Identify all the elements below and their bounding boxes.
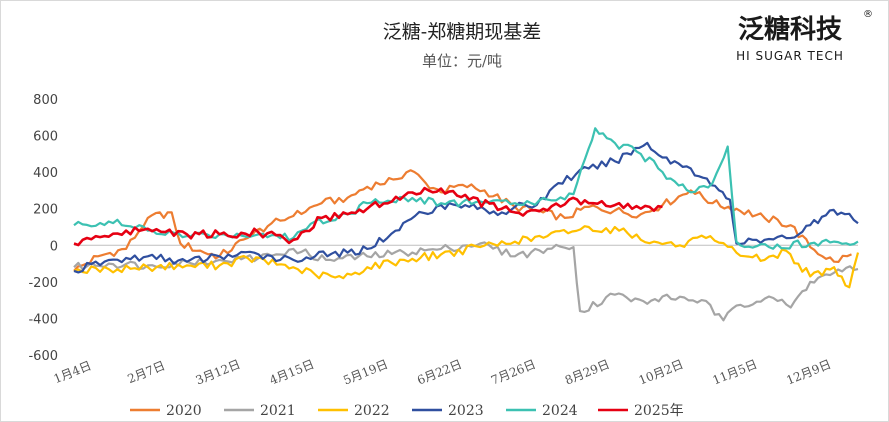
y-axis: 800 600 400 200 0 -200 -400 -600 <box>28 93 58 364</box>
series-line-2025年 <box>73 186 663 247</box>
legend-label: 2021 <box>260 403 296 419</box>
y-tick-label: 400 <box>33 166 58 181</box>
logo-wordmark: 泛糖科技 <box>738 14 842 45</box>
chart-subtitle: 单位：元/吨 <box>422 52 502 70</box>
legend: 2020 2021 2022 2023 2024 2025年 <box>130 403 684 419</box>
series-line-2020 <box>73 169 852 272</box>
legend-label: 2020 <box>166 403 202 419</box>
logo-registered-mark: ® <box>863 9 873 20</box>
y-tick-label: -200 <box>28 276 58 291</box>
y-tick-label: 0 <box>50 239 58 254</box>
series-line-2024 <box>73 127 859 250</box>
legend-label: 2025年 <box>634 403 684 419</box>
logo-subtitle: HI SUGAR TECH <box>736 49 844 63</box>
chart-title: 泛糖-郑糖期现基差 <box>383 21 541 43</box>
y-tick-label: -400 <box>28 312 58 327</box>
legend-label: 2022 <box>354 403 390 419</box>
y-tick-label: 800 <box>33 93 58 108</box>
y-tick-label: 600 <box>33 130 58 145</box>
series-line-2022 <box>73 225 860 289</box>
y-tick-label: 200 <box>33 203 58 218</box>
plot-area <box>73 127 860 322</box>
legend-label: 2023 <box>448 403 484 419</box>
y-tick-label: -600 <box>28 349 58 364</box>
legend-label: 2024 <box>542 403 578 419</box>
brand-logo: 泛糖科技 ® HI SUGAR TECH <box>736 9 873 63</box>
series-line-2023 <box>73 141 859 274</box>
